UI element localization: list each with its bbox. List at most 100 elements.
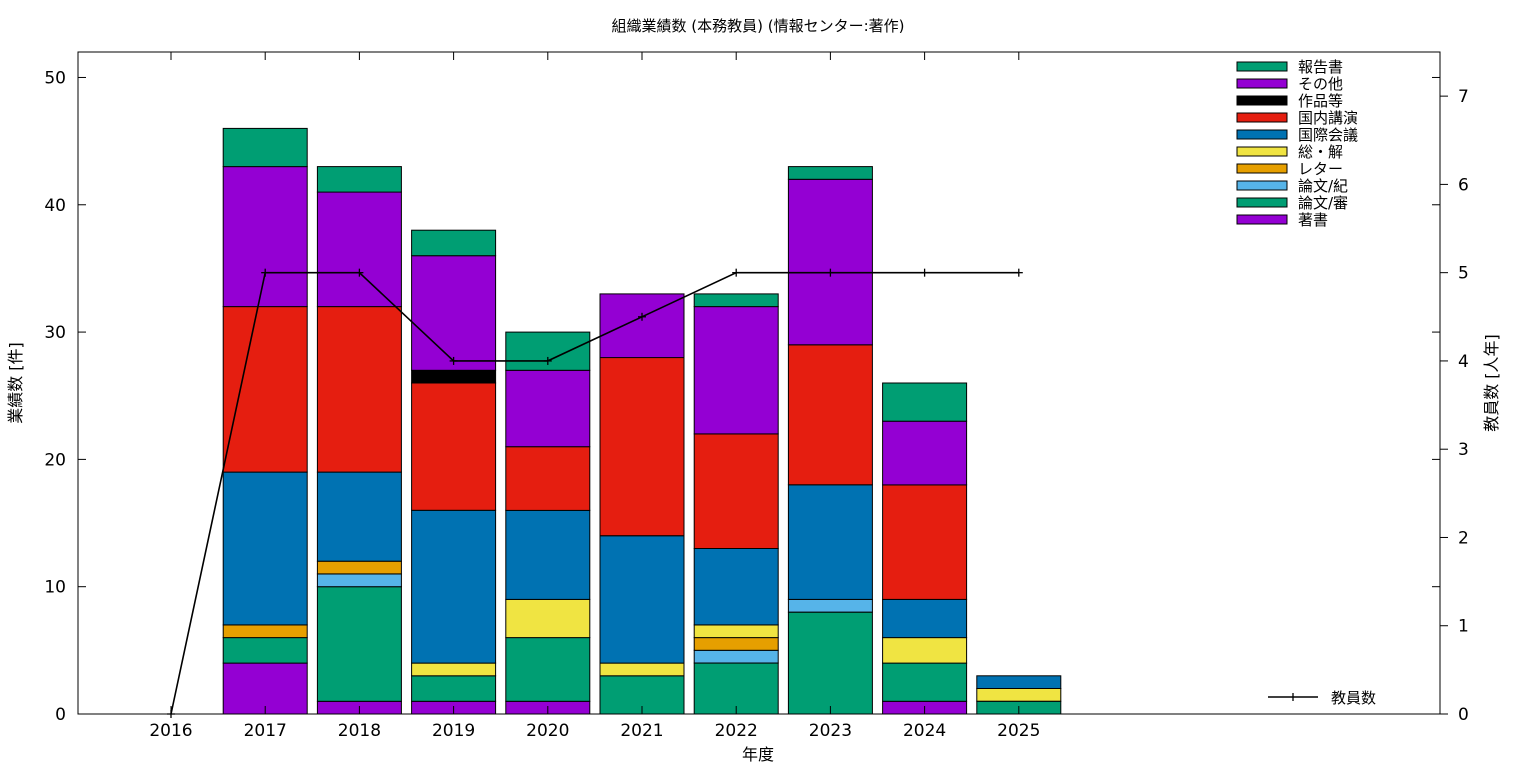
chart-title: 組織業績数 (本務教員) (情報センター:著作) [612, 17, 905, 35]
line-legend-label: 教員数 [1331, 689, 1376, 707]
bar-segment [787, 166, 873, 180]
legend-entry: 論文/審 [1236, 194, 1348, 212]
y2-tick-label: 5 [1458, 264, 1469, 284]
bar-segment [411, 509, 497, 664]
legend-swatch [1236, 78, 1288, 89]
bar-segment [222, 306, 308, 473]
legend-entry: 国内講演 [1236, 109, 1358, 127]
legend-swatch [1236, 214, 1288, 225]
bar-segment [316, 560, 402, 575]
bar-segment [505, 369, 591, 448]
line-point [355, 268, 364, 277]
bar-segment [222, 166, 308, 308]
legend-entry: レター [1236, 160, 1343, 178]
bar-segment [505, 637, 591, 702]
bar-segment [505, 331, 591, 371]
bar-segment [693, 306, 779, 435]
x-tick-label: 2023 [809, 721, 852, 741]
bar-segment [316, 306, 402, 473]
bar-segment [316, 586, 402, 702]
legend-entry: 報告書 [1236, 58, 1343, 76]
bar-segment [316, 166, 402, 193]
x-tick-label: 2020 [526, 721, 569, 741]
bar-segment [222, 662, 308, 715]
x-tick-label: 2021 [620, 721, 663, 741]
x-axis-label: 年度 [742, 745, 774, 764]
x-tick-label: 2025 [997, 721, 1040, 741]
y-tick-label: 30 [44, 323, 66, 343]
line-point [261, 268, 270, 277]
line-point [826, 268, 835, 277]
x-tick-label: 2017 [244, 721, 287, 741]
bar-segment [411, 675, 497, 702]
bar-segment [693, 433, 779, 549]
bar-segment [411, 369, 497, 384]
bar-segment [693, 637, 779, 651]
bar-segment [882, 662, 968, 702]
y2-tick-label: 0 [1458, 705, 1469, 725]
legend-label: 論文/審 [1298, 194, 1348, 212]
bar-segment [316, 573, 402, 588]
line-point [543, 356, 552, 365]
bar-segment [693, 293, 779, 308]
bar-segment [882, 420, 968, 486]
y-axis-label: 業績数 [件] [6, 342, 25, 424]
line-point [449, 356, 458, 365]
bar-segment [599, 662, 685, 677]
bar-segment [787, 598, 873, 613]
legend-entry: 総・解 [1236, 143, 1343, 161]
bar-segment [882, 637, 968, 664]
bar-segment [316, 191, 402, 308]
y2-tick-label: 7 [1458, 87, 1469, 107]
plot-frame [77, 51, 1441, 715]
legend-label: 国際会議 [1298, 126, 1358, 144]
bar-segment [787, 178, 873, 346]
legend-entry: その他 [1236, 75, 1343, 93]
legend-label: 論文/紀 [1298, 177, 1348, 195]
bar-segment [222, 624, 308, 639]
x-tick-label: 2018 [338, 721, 381, 741]
bar-segment [976, 688, 1062, 702]
y2-tick-label: 3 [1458, 440, 1469, 460]
legend-swatch [1236, 180, 1288, 191]
x-tick-label: 2022 [715, 721, 758, 741]
legend-label: 作品等 [1298, 92, 1343, 110]
y-tick-label: 50 [44, 68, 66, 88]
legend-label: その他 [1298, 75, 1343, 93]
bar-segment [505, 509, 591, 600]
legend-swatch [1236, 129, 1288, 140]
legend-swatch [1236, 197, 1288, 208]
bar-segment [411, 662, 497, 677]
bar-segment [505, 598, 591, 639]
legend-swatch [1236, 146, 1288, 157]
line-point [638, 312, 646, 321]
legend-swatch [1236, 163, 1288, 174]
bars-layer [222, 127, 1062, 715]
x-tick-label: 2019 [432, 721, 475, 741]
y-tick-label: 40 [44, 196, 66, 216]
legend-swatch [1236, 95, 1288, 106]
y2-axis: 0 1 2 3 4 5 6 7 [1440, 87, 1469, 725]
y-axis: 0 10 20 30 40 50 [44, 68, 1440, 725]
x-tick-label: 2024 [903, 721, 946, 741]
bar-segment [411, 229, 497, 257]
legend-entry: 著書 [1236, 211, 1328, 229]
y2-tick-label: 6 [1458, 175, 1469, 195]
line-point [920, 268, 929, 277]
y2-tick-label: 2 [1458, 528, 1469, 548]
legend-entry: 作品等 [1236, 92, 1343, 110]
bar-segment [693, 548, 779, 626]
legend-entry: 国際会議 [1236, 126, 1358, 144]
bar-segment [222, 637, 308, 664]
bar-segment [787, 344, 873, 486]
line-series-path [170, 271, 1019, 715]
y-tick-label: 0 [55, 705, 66, 725]
legend-swatch [1236, 61, 1288, 72]
bar-segment [693, 624, 779, 639]
bar-segment [505, 446, 591, 511]
line-point [732, 268, 741, 277]
x-tick-label: 2016 [149, 721, 192, 741]
